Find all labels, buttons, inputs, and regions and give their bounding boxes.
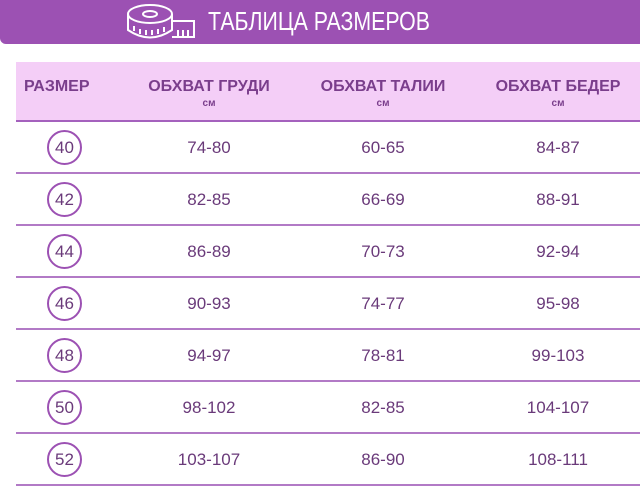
- hips-value: 99-103: [531, 346, 585, 365]
- chest-value: 94-97: [187, 346, 231, 365]
- size-badge: 52: [47, 442, 82, 477]
- size-badge: 42: [47, 182, 82, 217]
- hips-value: 84-87: [536, 138, 580, 157]
- header-waist: ОБХВАТ ТАЛИИ см: [320, 78, 446, 109]
- table-row: 40 74-80 60-65 84-87: [16, 122, 640, 174]
- chest-value: 90-93: [187, 294, 231, 313]
- chest-value: 86-89: [187, 242, 231, 261]
- header-hips: ОБХВАТ БЕДЕР см: [495, 78, 621, 109]
- table-row: 52 103-107 86-90 108-111: [16, 434, 640, 486]
- size-badge: 48: [47, 338, 82, 373]
- table-row: 46 90-93 74-77 95-98: [16, 278, 640, 330]
- chest-value: 82-85: [187, 190, 231, 209]
- table-header: РАЗМЕР ОБХВАТ ГРУДИ см ОБХВАТ ТАЛИИ см ОБХ…: [16, 62, 640, 122]
- measuring-tape-icon: [127, 4, 195, 39]
- header-size: РАЗМЕР: [24, 78, 90, 95]
- size-badge: 50: [47, 390, 82, 425]
- chest-value: 98-102: [182, 398, 236, 417]
- table-row: 48 94-97 78-81 99-103: [16, 330, 640, 382]
- table-row: 42 82-85 66-69 88-91: [16, 174, 640, 226]
- size-badge: 44: [47, 234, 82, 269]
- size-badge: 46: [47, 286, 82, 321]
- hips-value: 104-107: [526, 398, 590, 417]
- hips-value: 108-111: [528, 450, 588, 469]
- table-row: 44 86-89 70-73 92-94: [16, 226, 640, 278]
- waist-value: 70-73: [361, 242, 405, 261]
- chest-value: 103-107: [177, 450, 241, 469]
- size-badge: 40: [47, 130, 82, 165]
- waist-value: 74-77: [361, 294, 405, 313]
- page-title: ТАБЛИЦА РАЗМЕРОВ: [208, 6, 430, 36]
- waist-value: 86-90: [361, 450, 405, 469]
- hips-value: 95-98: [536, 294, 580, 313]
- hips-value: 88-91: [536, 190, 580, 209]
- chest-value: 74-80: [187, 138, 231, 157]
- waist-value: 78-81: [361, 346, 405, 365]
- title-banner: ТАБЛИЦА РАЗМЕРОВ: [0, 0, 640, 44]
- size-table: РАЗМЕР ОБХВАТ ГРУДИ см ОБХВАТ ТАЛИИ см ОБХ…: [16, 62, 640, 486]
- header-chest: ОБХВАТ ГРУДИ см: [148, 78, 270, 109]
- waist-value: 60-65: [361, 138, 405, 157]
- table-row: 50 98-102 82-85 104-107: [16, 382, 640, 434]
- waist-value: 66-69: [361, 190, 405, 209]
- hips-value: 92-94: [536, 242, 580, 261]
- waist-value: 82-85: [361, 398, 405, 417]
